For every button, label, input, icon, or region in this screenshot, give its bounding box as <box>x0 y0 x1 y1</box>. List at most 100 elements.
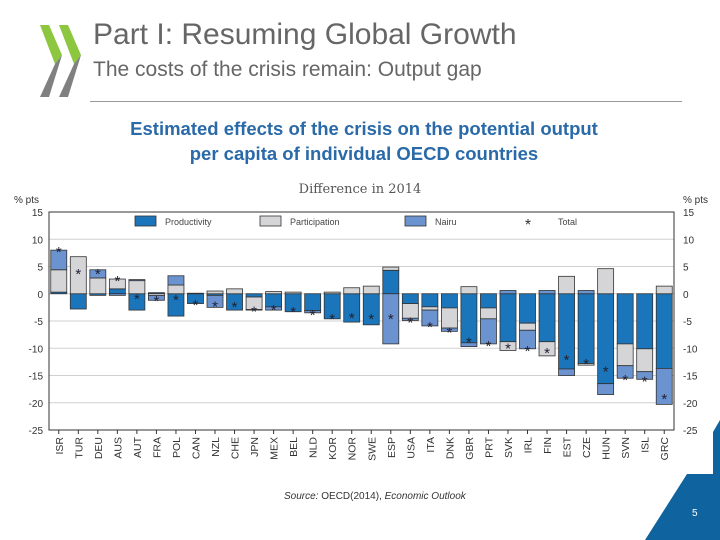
bar-nairu-SVN <box>616 365 634 379</box>
legend-label-participation: Participation <box>290 217 340 227</box>
legend-marker-total: * <box>525 217 531 234</box>
x-tick-label-CZE: CZE <box>581 437 593 458</box>
bar-nairu-EST <box>558 368 575 376</box>
y-tick-label-left: 0 <box>37 290 43 301</box>
total-marker-EST: * <box>564 352 570 369</box>
bar-productivity-SVK <box>499 293 517 343</box>
x-tick-label-GBR: GBR <box>464 437 476 460</box>
y-tick-label-right: -15 <box>683 372 698 383</box>
y-tick-label-left: -20 <box>29 399 44 410</box>
bar-participation-ISR <box>50 269 68 293</box>
bar-participation-PRT <box>480 307 497 320</box>
total-marker-NOR: * <box>349 310 355 327</box>
bar-nairu-IRL <box>519 329 536 350</box>
total-marker-NZL: * <box>212 299 218 316</box>
plot-frame <box>48 211 675 431</box>
y-tick-label-left: -10 <box>29 344 44 355</box>
chart-heading: Estimated effects of the crisis on the p… <box>60 116 668 166</box>
x-tick-label-BEL: BEL <box>288 437 300 457</box>
y-tick-label-right: -25 <box>683 426 698 437</box>
total-marker-DEU: * <box>95 266 101 283</box>
x-tick-label-FIN: FIN <box>542 437 554 454</box>
x-tick-label-IRL: IRL <box>523 437 535 454</box>
bar-nairu-CAN <box>187 292 204 295</box>
total-marker-GBR: * <box>466 335 472 352</box>
x-tick-label-EST: EST <box>562 436 574 457</box>
x-tick-label-ESP: ESP <box>386 437 398 458</box>
page-number: 5 <box>692 508 698 519</box>
total-marker-CZE: * <box>583 356 589 373</box>
bar-participation-SVN <box>616 343 634 367</box>
y-tick-label-left: -25 <box>29 426 44 437</box>
y-tick-label-right: -5 <box>683 317 692 328</box>
slide-title: Part I: Resuming Global Growth <box>93 18 517 51</box>
y-axis-label-right: % pts <box>683 195 708 206</box>
bar-productivity-TUR <box>69 293 87 310</box>
total-marker-ITA: * <box>427 319 433 336</box>
y-tick-label-right: 5 <box>683 263 689 274</box>
bar-productivity-PRT <box>480 293 497 309</box>
legend-label-nairu: Nairu <box>435 217 457 227</box>
total-marker-ISR: * <box>56 244 62 261</box>
x-tick-label-CHE: CHE <box>230 437 242 459</box>
chart-heading-line1: Estimated effects of the crisis on the p… <box>130 118 598 139</box>
bar-participation-ITA <box>421 306 439 311</box>
total-marker-JPN: * <box>251 304 257 321</box>
y-tick-label-right: 10 <box>683 235 695 246</box>
total-marker-IRL: * <box>525 343 531 360</box>
bar-productivity-FIN <box>538 293 556 343</box>
total-marker-POL: * <box>173 292 179 309</box>
y-tick-label-left: 10 <box>32 235 44 246</box>
bar-participation-NOR <box>343 287 361 295</box>
bar-participation-IRL <box>519 322 536 331</box>
bar-nairu-AUS <box>108 293 126 296</box>
chart-title: Difference in 2014 <box>299 182 422 197</box>
bar-nairu-MEX <box>265 306 283 311</box>
bar-participation-HUN <box>597 268 615 295</box>
bar-participation-GBR <box>460 286 478 295</box>
bar-nairu-JPN <box>245 309 263 311</box>
x-tick-label-HUN: HUN <box>601 437 613 460</box>
x-tick-label-AUS: AUS <box>112 437 124 459</box>
bar-participation-GRC <box>655 285 673 295</box>
x-tick-label-PRT: PRT <box>483 436 495 457</box>
bar-participation-ESP <box>382 266 400 271</box>
x-tick-label-SVN: SVN <box>620 437 632 459</box>
bar-nairu-ESP <box>382 293 400 345</box>
bar-nairu-ISR <box>50 249 68 271</box>
bar-participation-CZE <box>577 363 595 366</box>
legend-swatch-nairu <box>404 215 427 227</box>
oecd-logo <box>40 25 81 97</box>
y-tick-label-right: -20 <box>683 399 698 410</box>
total-marker-DNK: * <box>446 324 452 341</box>
bar-participation-BEL <box>284 291 302 295</box>
legend-label-total: Total <box>558 217 577 227</box>
source-note: Source: OECD(2014), Economic Outlook <box>284 491 466 502</box>
x-tick-label-NLD: NLD <box>308 437 320 458</box>
total-marker-FIN: * <box>544 345 550 362</box>
total-marker-BEL: * <box>290 304 296 321</box>
bar-participation-KOR <box>323 291 341 295</box>
y-tick-label-left: 15 <box>32 208 44 219</box>
x-tick-label-JPN: JPN <box>249 437 261 457</box>
x-tick-label-POL: POL <box>171 437 183 458</box>
legend-label-productivity: Productivity <box>165 217 212 227</box>
x-tick-label-ISR: ISR <box>54 437 66 455</box>
x-tick-label-KOR: KOR <box>327 437 339 460</box>
bar-productivity-ESP <box>382 269 400 295</box>
bar-nairu-FIN <box>538 290 556 295</box>
bar-participation-CHE <box>226 288 243 295</box>
bar-nairu-USA <box>401 317 419 321</box>
bar-productivity-SVN <box>616 293 634 345</box>
bar-nairu-GBR <box>460 342 478 348</box>
x-tick-label-MEX: MEX <box>269 437 281 460</box>
total-marker-SVN: * <box>622 372 628 389</box>
total-marker-SVK: * <box>505 341 511 358</box>
x-tick-label-SVK: SVK <box>503 437 515 458</box>
source-publication: Economic Outlook <box>384 491 466 502</box>
bar-productivity-DNK <box>440 293 458 309</box>
bar-nairu-HUN <box>597 383 615 395</box>
bar-productivity-CZE <box>577 293 595 364</box>
bar-nairu-ITA <box>421 309 439 327</box>
x-tick-label-TUR: TUR <box>73 437 85 459</box>
